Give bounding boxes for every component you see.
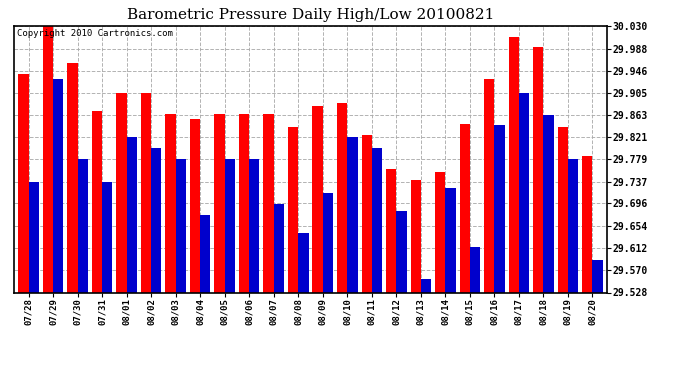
Bar [151, 148, 161, 292]
Bar [117, 93, 126, 292]
Bar [362, 135, 372, 292]
Bar [337, 103, 347, 292]
Bar [166, 114, 176, 292]
Bar [544, 115, 554, 292]
Bar [53, 79, 63, 292]
Bar [411, 180, 421, 292]
Title: Barometric Pressure Daily High/Low 20100821: Barometric Pressure Daily High/Low 20100… [127, 8, 494, 22]
Bar [176, 159, 186, 292]
Bar [200, 214, 210, 292]
Bar [313, 106, 323, 292]
Bar [558, 127, 568, 292]
Bar [67, 63, 77, 292]
Bar [386, 170, 396, 292]
Bar [264, 114, 274, 292]
Bar [372, 148, 382, 292]
Bar [43, 26, 53, 292]
Bar [470, 248, 480, 292]
Bar [141, 93, 151, 292]
Bar [92, 111, 102, 292]
Text: Copyright 2010 Cartronics.com: Copyright 2010 Cartronics.com [17, 29, 172, 38]
Bar [509, 37, 519, 292]
Bar [484, 79, 495, 292]
Bar [568, 159, 578, 292]
Bar [249, 159, 259, 292]
Bar [323, 193, 333, 292]
Bar [533, 48, 544, 292]
Bar [421, 279, 431, 292]
Bar [77, 159, 88, 292]
Bar [288, 127, 298, 292]
Bar [435, 172, 445, 292]
Bar [28, 182, 39, 292]
Bar [239, 114, 249, 292]
Bar [495, 125, 504, 292]
Bar [215, 114, 225, 292]
Bar [126, 137, 137, 292]
Bar [460, 124, 470, 292]
Bar [445, 188, 455, 292]
Bar [396, 211, 406, 292]
Bar [102, 182, 112, 292]
Bar [347, 137, 357, 292]
Bar [274, 204, 284, 292]
Bar [519, 93, 529, 292]
Bar [225, 159, 235, 292]
Bar [190, 119, 200, 292]
Bar [18, 74, 28, 292]
Bar [593, 260, 603, 292]
Bar [582, 156, 593, 292]
Bar [298, 233, 308, 292]
